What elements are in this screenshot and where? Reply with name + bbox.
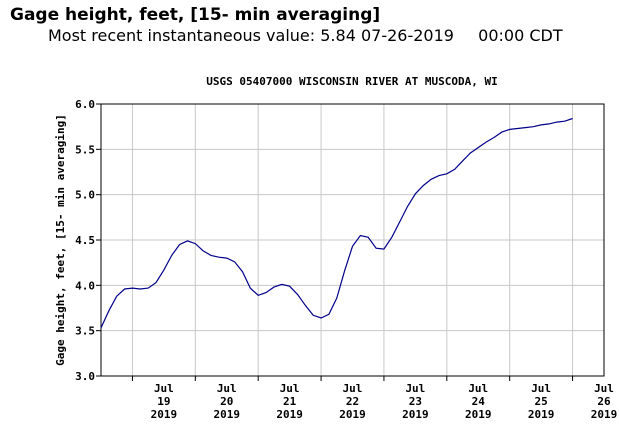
x-tick-label-day: 26 <box>597 395 611 408</box>
x-tick-label-year: 2019 <box>591 408 618 421</box>
recent-value-time: 00:00 CDT <box>478 26 563 45</box>
x-tick-label-year: 2019 <box>151 408 178 421</box>
x-tick-label-year: 2019 <box>214 408 241 421</box>
x-tick-label-day: 22 <box>346 395 359 408</box>
x-tick-label-month: Jul <box>405 382 425 395</box>
x-tick-label-day: 19 <box>157 395 170 408</box>
x-tick-label-day: 21 <box>283 395 297 408</box>
page-title: Gage height, feet, [15- min averaging] <box>10 5 381 25</box>
recent-value-line: Most recent instantaneous value: 5.84 07… <box>48 26 563 45</box>
x-tick-label-year: 2019 <box>339 408 366 421</box>
y-axis-label: Gage height, feet, [15- min averaging] <box>54 114 67 366</box>
x-tick-label-month: Jul <box>280 382 300 395</box>
x-tick-label-day: 23 <box>409 395 422 408</box>
y-tick-label: 3.0 <box>75 370 95 383</box>
x-tick-label-year: 2019 <box>276 408 303 421</box>
chart-title: USGS 05407000 WISCONSIN RIVER AT MUSCODA… <box>206 75 497 88</box>
x-tick-label-month: Jul <box>468 382 488 395</box>
recent-value: 5.84 <box>320 26 356 45</box>
x-tick-label-year: 2019 <box>402 408 429 421</box>
x-tick-label-month: Jul <box>217 382 237 395</box>
y-tick-label: 6.0 <box>75 98 95 111</box>
y-tick-label: 5.5 <box>75 143 95 156</box>
x-axis: Jul192019Jul202019Jul212019Jul222019Jul2… <box>131 376 618 421</box>
y-tick-label: 3.5 <box>75 325 95 338</box>
recent-value-label: Most recent instantaneous value: <box>48 26 316 45</box>
x-tick-label-day: 25 <box>535 395 548 408</box>
y-tick-label: 4.0 <box>75 279 95 292</box>
x-tick-label-day: 20 <box>220 395 233 408</box>
x-tick-label-month: Jul <box>154 382 174 395</box>
x-tick-label-month: Jul <box>594 382 614 395</box>
x-tick-label-day: 24 <box>472 395 486 408</box>
x-tick-label-year: 2019 <box>465 408 492 421</box>
recent-value-date: 07-26-2019 <box>360 26 454 45</box>
y-tick-label: 5.0 <box>75 189 95 202</box>
x-tick-label-month: Jul <box>343 382 363 395</box>
y-axis: 3.0 3.5 4.0 4.5 5.0 5.5 6.0 <box>75 98 101 383</box>
gage-height-series-line <box>100 117 573 329</box>
x-tick-label-month: Jul <box>531 382 551 395</box>
grid <box>101 103 604 377</box>
y-tick-label: 4.5 <box>75 234 95 247</box>
x-tick-label-year: 2019 <box>528 408 555 421</box>
